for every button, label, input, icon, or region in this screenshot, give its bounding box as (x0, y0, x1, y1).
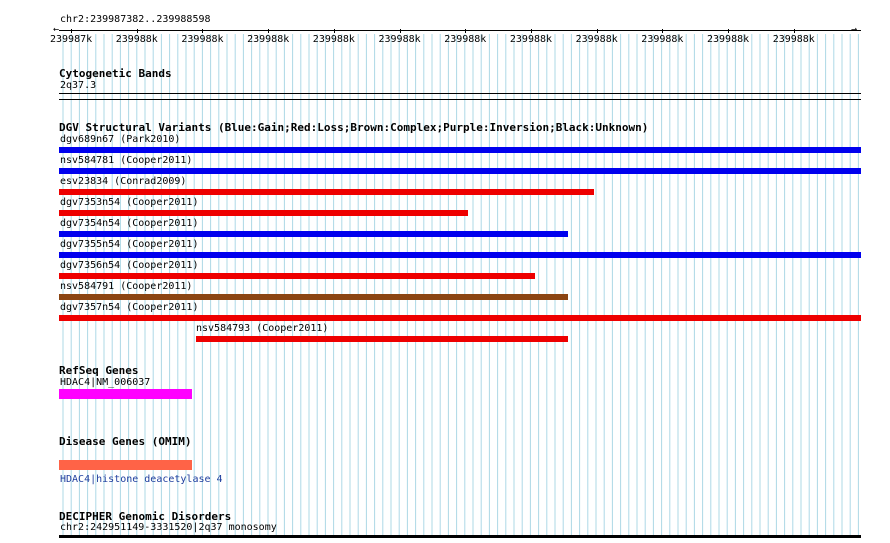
ruler-tick-label: 239988k (509, 34, 553, 45)
variant-label[interactable]: nsv584781 (Cooper2011) (60, 155, 193, 166)
refseq-gene-label[interactable]: HDAC4|NM_006037 (60, 377, 151, 388)
ruler-tick-label: 239988k (378, 34, 421, 45)
variant-bar[interactable] (59, 315, 861, 321)
variant-bar[interactable] (59, 231, 568, 237)
ruler-tick (202, 29, 204, 33)
ruler-tick (399, 29, 401, 33)
disease-gene-bar[interactable] (59, 460, 192, 470)
ruler-tick (136, 29, 138, 33)
ruler-tick-label: 239988k (575, 34, 618, 45)
variant-bar[interactable] (59, 273, 535, 279)
ruler-tick (530, 29, 532, 33)
ruler-tick (333, 29, 335, 33)
ruler-right-arrow: → (851, 24, 858, 35)
cytoband-line-bottom (59, 99, 861, 100)
ruler-tick (728, 29, 729, 33)
refseq-title: RefSeq Genes (59, 364, 139, 377)
ruler-tick (793, 29, 795, 33)
variant-label[interactable]: dgv689n67 (Park2010) (60, 134, 181, 145)
variant-label[interactable]: dgv7353n54 (Cooper2011) (60, 197, 199, 208)
ruler-tick (596, 29, 598, 33)
cytoband-line-top (59, 93, 861, 94)
variant-bar[interactable] (59, 294, 568, 300)
ruler-tick-label: 239988k (707, 34, 750, 45)
variant-label[interactable]: esv23834 (Conrad2009) (60, 176, 187, 187)
ruler-axis (59, 30, 861, 31)
ruler-tick-label: 239988k (181, 34, 224, 45)
disease-gene-link[interactable]: HDAC4|histone deacetylase 4 (60, 474, 223, 485)
ruler-tick (662, 29, 664, 33)
variant-label[interactable]: nsv584793 (Cooper2011) (196, 323, 329, 334)
cytoband-title: Cytogenetic Bands (59, 67, 172, 80)
ruler-left-arrow: ← (53, 24, 60, 35)
ruler-tick-label: 239988k (641, 34, 684, 45)
ruler-tick (71, 29, 72, 33)
ruler-tick-label: 239988k (312, 34, 355, 45)
disease-title: Disease Genes (OMIM) (59, 435, 192, 448)
variant-bar[interactable] (59, 147, 861, 153)
ruler-tick-label: 239988k (115, 34, 158, 45)
refseq-gene-bar[interactable] (59, 389, 192, 399)
ruler-tick-label: 239987k (50, 34, 93, 45)
decipher-bar[interactable] (59, 535, 861, 538)
ruler-tick-label: 239988k (772, 34, 815, 45)
ruler-tick-label: 239988k (444, 34, 487, 45)
variant-bar[interactable] (59, 210, 468, 216)
variant-bar[interactable] (59, 168, 861, 174)
variant-label[interactable]: dgv7357n54 (Cooper2011) (60, 302, 199, 313)
cytoband-label[interactable]: 2q37.3 (60, 80, 97, 91)
variant-label[interactable]: dgv7354n54 (Cooper2011) (60, 218, 199, 229)
variant-label[interactable]: dgv7356n54 (Cooper2011) (60, 260, 199, 271)
variant-bar[interactable] (59, 252, 861, 258)
ruler-tick-label: 239988k (247, 34, 290, 45)
dgv-title: DGV Structural Variants (Blue:Gain;Red:L… (59, 121, 649, 134)
ruler-tick (268, 29, 270, 33)
variant-bar[interactable] (196, 336, 568, 342)
decipher-entry[interactable]: chr2:242951149-3331520|2q37 monosomy (60, 522, 277, 533)
ruler-tick (465, 29, 467, 33)
ruler-region: chr2:239987382..239988598 (60, 14, 211, 25)
variant-bar[interactable] (59, 189, 594, 195)
variant-label[interactable]: dgv7355n54 (Cooper2011) (60, 239, 199, 250)
variant-label[interactable]: nsv584791 (Cooper2011) (60, 281, 193, 292)
decipher-title: DECIPHER Genomic Disorders (59, 510, 232, 523)
